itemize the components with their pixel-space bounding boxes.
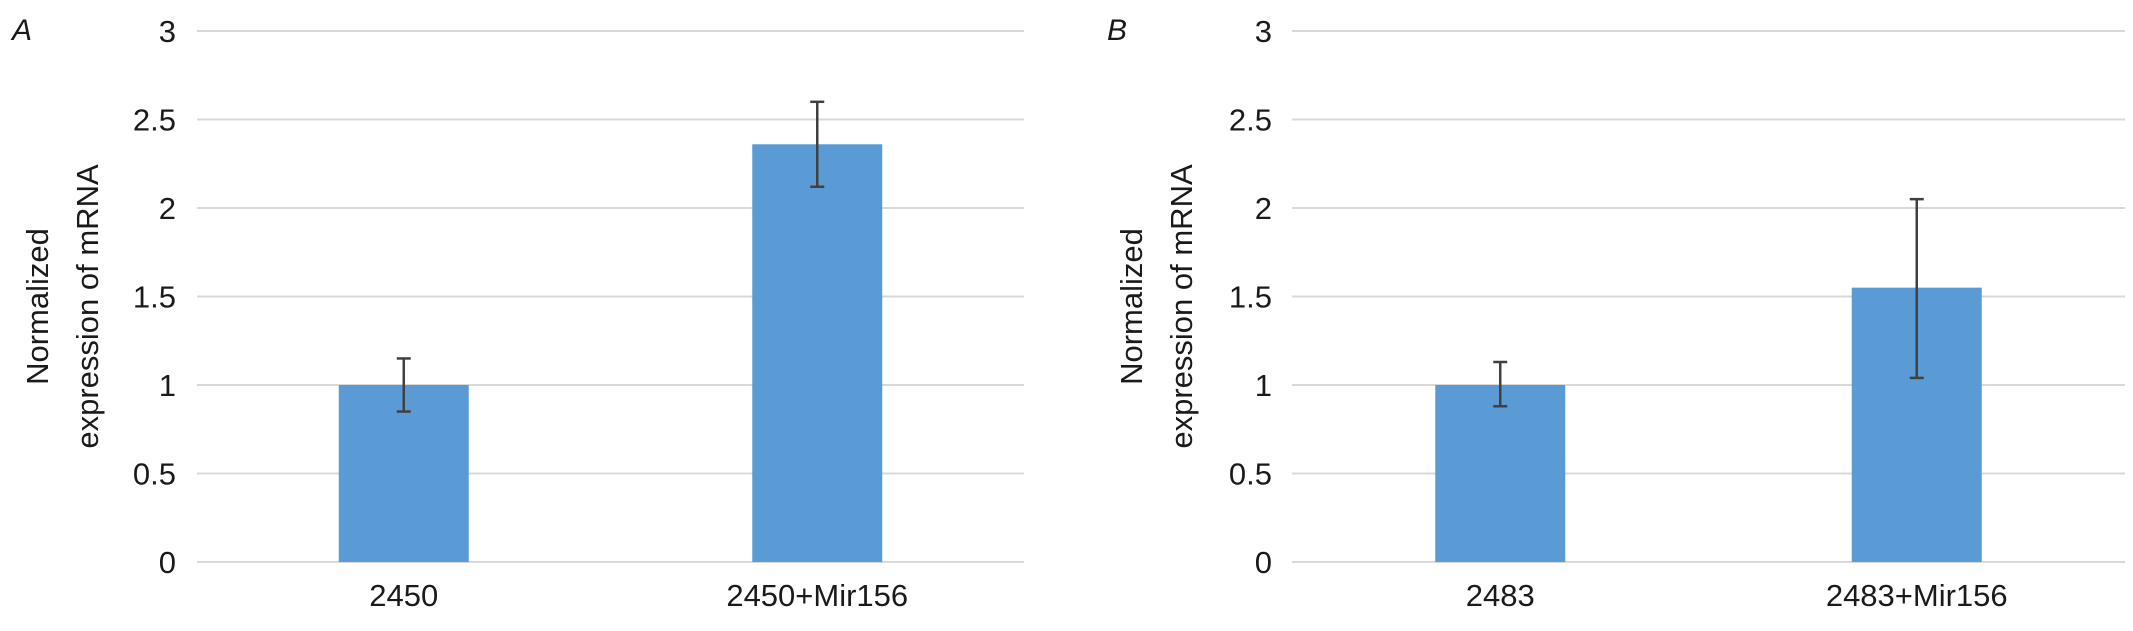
y-tick-label: 2 [159,191,176,226]
y-tick-label: 2.5 [1229,103,1272,138]
bar [338,385,469,562]
y-tick-label: 0.5 [1229,457,1272,492]
y-tick-label: 0.5 [133,457,176,492]
y-tick-label: 1 [1255,368,1272,403]
y-axis-label: Normalized [1114,228,1149,385]
y-tick-label: 1 [159,368,176,403]
y-tick-label: 3 [1255,14,1272,49]
x-category-label: 2450 [369,578,438,613]
y-tick-label: 2 [1255,191,1272,226]
y-tick-label: 0 [159,545,176,580]
y-tick-label: 3 [159,14,176,49]
x-category-label: 2483 [1466,578,1535,613]
y-axis-label: Normalized [20,228,55,385]
chart-panel-a: 0 0.5 1 1.5 2 2.5 3 2450 2450+Mir156 A Normalized e… [10,14,1024,613]
chart-panel-b: 0 0.5 1 1.5 2 2.5 3 2483 2483+Mir156 B Normalized e… [1107,14,2125,613]
y-tick-label: 1.5 [1229,280,1272,315]
bar [1435,385,1566,562]
x-category-label: 2450+Mir156 [726,578,908,613]
y-tick-label: 0 [1255,545,1272,580]
panel-label: A [10,14,32,47]
panel-label: B [1107,14,1127,47]
y-axis-label: expression of mRNA [1164,164,1199,449]
y-tick-label: 1.5 [133,280,176,315]
x-category-label: 2483+Mir156 [1826,578,2008,613]
y-tick-label: 2.5 [133,103,176,138]
bar [752,144,883,562]
y-axis-label: expression of mRNA [70,164,105,449]
